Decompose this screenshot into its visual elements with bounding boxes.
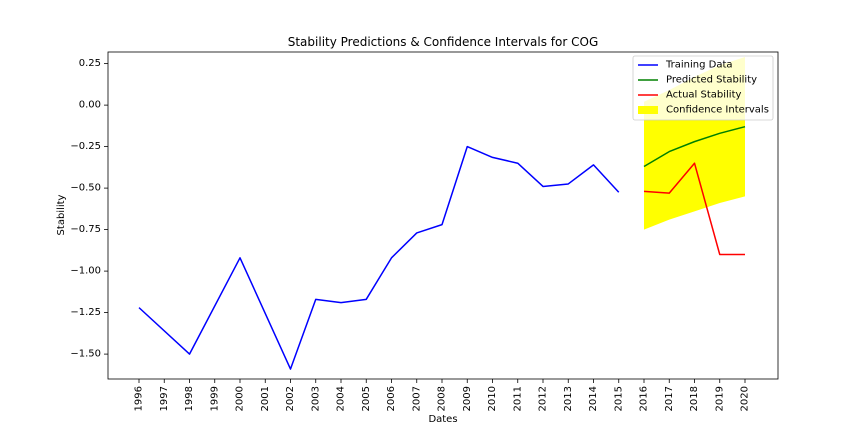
- legend-label-predicted-stability: Predicted Stability: [666, 75, 757, 86]
- legend-swatch-confidence-intervals: [638, 106, 658, 114]
- x-axis: 1996 1997 1998 1999 2000 2001 2002 2003 2004 2005…: [134, 379, 751, 411]
- x-tick-label-1997: 1997: [159, 386, 170, 411]
- x-tick-label-2004: 2004: [336, 386, 347, 411]
- x-tick-label-2015: 2015: [613, 386, 624, 411]
- y-axis-label: Stability: [56, 194, 67, 235]
- y-tick-label-6: −1.25: [70, 307, 101, 318]
- x-tick-label-2005: 2005: [361, 386, 372, 411]
- y-tick-label-7: −1.50: [70, 349, 101, 360]
- x-tick-label-2012: 2012: [538, 386, 549, 411]
- y-tick-label-4: −0.75: [70, 224, 101, 235]
- x-tick-label-2011: 2011: [512, 386, 523, 411]
- x-tick-label-1999: 1999: [209, 386, 220, 411]
- x-tick-label-2016: 2016: [639, 386, 650, 411]
- y-axis: 0.25 0.00 −0.25 −0.50 −0.75 −1.00 −1.25 −1.50: [70, 58, 108, 359]
- series-line-training-data: [139, 147, 619, 369]
- x-tick-label-2008: 2008: [437, 386, 448, 411]
- x-tick-label-1996: 1996: [134, 386, 145, 411]
- y-tick-label-1: 0.00: [79, 100, 101, 111]
- x-axis-label: Dates: [428, 414, 457, 425]
- x-tick-label-2002: 2002: [285, 386, 296, 411]
- legend-label-confidence-intervals: Confidence Intervals: [666, 105, 769, 116]
- x-tick-label-2003: 2003: [310, 386, 321, 411]
- x-tick-label-2001: 2001: [260, 386, 271, 411]
- legend-label-actual-stability: Actual Stability: [666, 90, 742, 101]
- x-tick-label-2009: 2009: [462, 386, 473, 411]
- x-tick-label-2017: 2017: [664, 386, 675, 411]
- x-tick-label-2007: 2007: [411, 386, 422, 411]
- legend-label-training-data: Training Data: [665, 60, 733, 71]
- y-tick-label-5: −1.00: [70, 266, 101, 277]
- legend: Training Data Predicted Stability Actual S…: [633, 56, 773, 120]
- x-tick-label-2010: 2010: [487, 386, 498, 411]
- x-tick-label-2006: 2006: [386, 386, 397, 411]
- x-tick-label-2000: 2000: [235, 386, 246, 411]
- x-tick-label-2014: 2014: [588, 386, 599, 411]
- x-tick-label-1998: 1998: [184, 386, 195, 411]
- x-tick-label-2020: 2020: [740, 386, 751, 411]
- y-tick-label-0: 0.25: [79, 58, 101, 69]
- chart-title: Stability Predictions & Confidence Inter…: [288, 35, 599, 49]
- y-tick-label-2: −0.25: [70, 141, 101, 152]
- x-tick-label-2013: 2013: [563, 386, 574, 411]
- y-tick-label-3: −0.50: [70, 183, 101, 194]
- x-tick-label-2018: 2018: [689, 386, 700, 411]
- x-tick-label-2019: 2019: [714, 386, 725, 411]
